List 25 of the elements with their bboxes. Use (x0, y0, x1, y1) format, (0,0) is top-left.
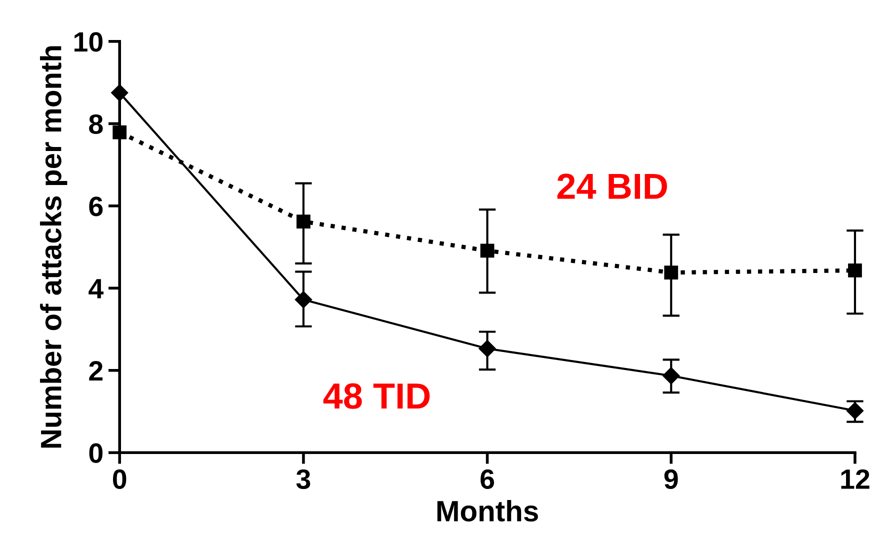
point (112, 125, 127, 140)
y-tick-label: 4 (88, 279, 104, 298)
x-tick-label: 6 (480, 469, 494, 490)
point (478, 340, 496, 358)
point (480, 244, 494, 258)
point (662, 367, 680, 384)
series-label: 24 BID (557, 174, 667, 199)
x-axis-title: Months (437, 500, 538, 522)
point (294, 291, 312, 308)
point (846, 402, 864, 420)
y-tick-label: 8 (89, 114, 103, 134)
point (296, 214, 310, 228)
x-tick-label: 3 (296, 469, 310, 490)
series-label: 48 TID (323, 383, 430, 409)
point (664, 266, 678, 280)
point (111, 84, 128, 102)
point (848, 264, 862, 278)
y-axis-title: Number of attacks per month (40, 46, 68, 448)
y-tick-label: 2 (89, 361, 103, 380)
y-tick-label: 0 (89, 443, 102, 463)
x-tick-label: 12 (841, 469, 870, 489)
y-tick-label: 10 (74, 32, 102, 52)
y-tick-label: 6 (89, 196, 103, 216)
x-tick-label: 0 (112, 469, 126, 490)
x-tick-label: 9 (664, 469, 678, 490)
